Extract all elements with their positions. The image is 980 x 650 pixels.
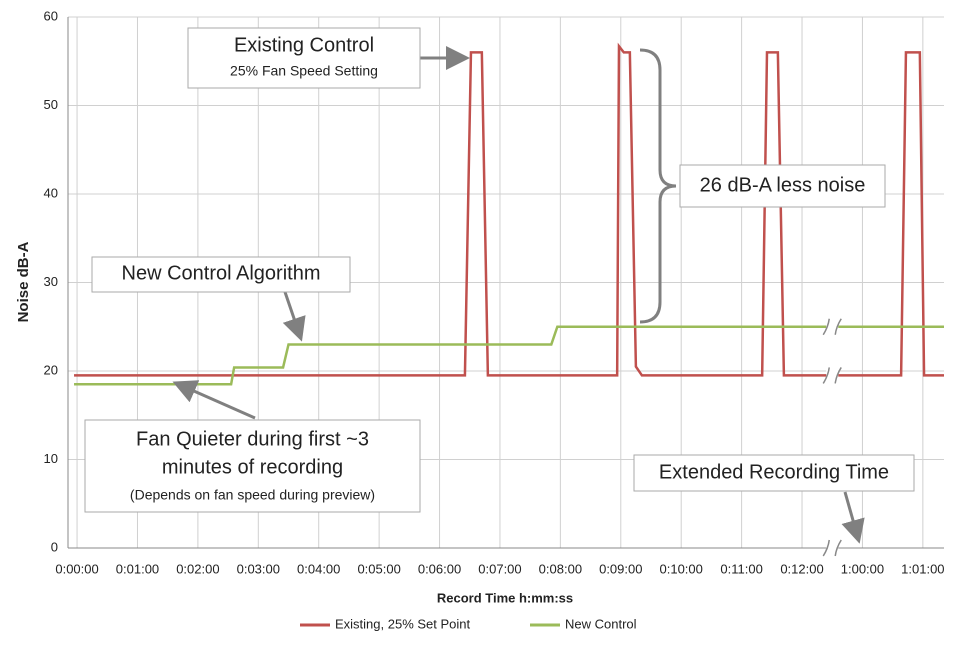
- y-axis-title: Noise dB-A: [15, 241, 32, 322]
- annotation-text: Fan Quieter during first ~3: [136, 428, 369, 450]
- annotation-text: minutes of recording: [162, 456, 343, 478]
- x-tick-label: 1:01:00: [901, 561, 944, 576]
- annotation-text: Extended Recording Time: [659, 461, 889, 483]
- x-tick-label: 0:05:00: [357, 561, 400, 576]
- x-tick-label: 0:07:00: [478, 561, 521, 576]
- y-tick-label: 50: [44, 97, 58, 112]
- x-tick-label: 0:08:00: [539, 561, 582, 576]
- y-tick-label: 10: [44, 451, 58, 466]
- x-tick-label: 1:00:00: [841, 561, 884, 576]
- annotation-box: [91, 256, 351, 293]
- y-tick-label: 30: [44, 274, 58, 289]
- axis-break: [822, 367, 842, 384]
- annotation-text: New Control Algorithm: [122, 262, 321, 284]
- x-tick-label: 0:00:00: [55, 561, 98, 576]
- y-tick-label: 40: [44, 185, 58, 200]
- x-tick-label: 0:06:00: [418, 561, 461, 576]
- annotation-box: [633, 454, 915, 492]
- annotation-arrow: [282, 291, 306, 342]
- series-line: [74, 325, 944, 386]
- x-tick-label: 0:12:00: [780, 561, 823, 576]
- annotation-text: 26 dB-A less noise: [700, 174, 866, 196]
- x-tick-label: 0:02:00: [176, 561, 219, 576]
- series-line: [74, 42, 944, 377]
- axis-break: [822, 318, 842, 336]
- x-tick-label: 0:01:00: [116, 561, 159, 576]
- annotation-text: 25% Fan Speed Setting: [230, 63, 378, 79]
- y-tick-label: 0: [51, 539, 58, 554]
- y-tick-label: 20: [44, 362, 58, 377]
- x-tick-label: 0:03:00: [237, 561, 280, 576]
- y-tick-label: 60: [44, 8, 58, 23]
- legend-label: Existing, 25% Set Point: [335, 616, 471, 631]
- annotation-text: (Depends on fan speed during preview): [130, 487, 375, 503]
- annotation-arrow: [841, 491, 865, 544]
- annotation-box: [84, 419, 421, 513]
- annotation-box: [187, 27, 421, 89]
- annotation-text: Existing Control: [234, 34, 374, 56]
- x-axis-title: Record Time h:mm:ss: [437, 590, 573, 605]
- x-tick-label: 0:09:00: [599, 561, 642, 576]
- x-tick-label: 0:11:00: [720, 561, 762, 576]
- axis-break: [822, 539, 842, 557]
- brace: [639, 48, 677, 324]
- x-tick-label: 0:10:00: [660, 561, 703, 576]
- annotation-box: [679, 164, 886, 208]
- legend-label: New Control: [565, 616, 637, 631]
- annotation-arrow: [172, 380, 256, 420]
- x-tick-label: 0:04:00: [297, 561, 340, 576]
